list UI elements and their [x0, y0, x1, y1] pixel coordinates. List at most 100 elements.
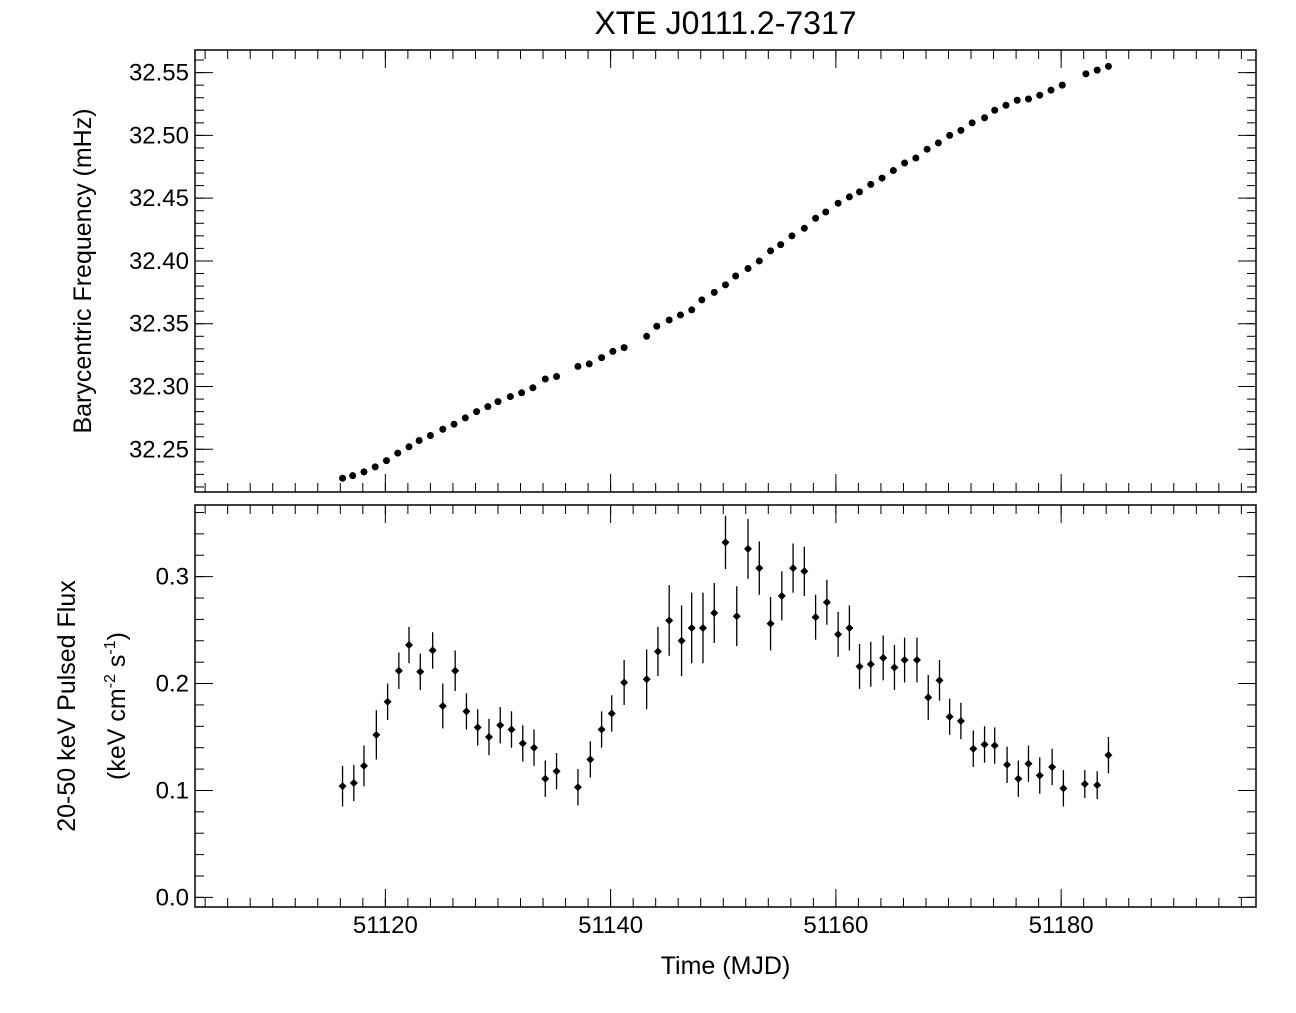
data-point	[665, 616, 674, 625]
data-point	[1003, 760, 1012, 769]
data-point	[506, 393, 514, 401]
data-point	[349, 778, 358, 787]
data-point	[620, 344, 628, 352]
data-point	[766, 619, 775, 628]
data-point	[653, 647, 662, 656]
data-point	[530, 743, 539, 752]
chart-title: XTE J0111.2-7317	[594, 5, 856, 41]
data-point	[981, 114, 989, 122]
data-point	[687, 623, 696, 632]
data-point	[518, 389, 526, 397]
data-point	[912, 154, 920, 162]
data-point	[822, 208, 830, 216]
data-point	[653, 322, 661, 330]
data-point	[665, 316, 673, 324]
data-point	[494, 398, 502, 406]
data-point	[461, 414, 469, 422]
plot-frame	[194, 49, 1257, 493]
data-point	[755, 257, 763, 265]
data-point	[415, 437, 423, 445]
data-point	[856, 188, 864, 196]
data-point	[371, 463, 379, 471]
data-point	[473, 408, 481, 416]
data-point	[721, 538, 730, 547]
data-point	[359, 761, 368, 770]
data-point	[383, 697, 392, 706]
data-point	[777, 241, 785, 249]
data-point	[405, 641, 414, 650]
data-point	[969, 744, 978, 753]
data-point	[935, 676, 944, 685]
data-point	[428, 646, 437, 655]
data-point	[1024, 95, 1032, 103]
data-point	[878, 174, 886, 182]
data-point	[777, 591, 786, 600]
data-point	[688, 306, 696, 314]
superscript: -1	[102, 640, 119, 654]
data-point	[980, 740, 989, 749]
y-axis-label: 20-50 keV Pulsed Flux	[53, 580, 81, 832]
data-point	[800, 567, 809, 576]
data-point	[901, 159, 909, 167]
data-point	[597, 725, 606, 734]
data-point	[991, 106, 999, 114]
data-point	[643, 332, 651, 340]
data-point	[698, 623, 707, 632]
data-point	[451, 666, 460, 675]
data-point	[923, 145, 931, 153]
data-point	[800, 224, 808, 232]
data-point	[507, 725, 516, 734]
data-point	[541, 375, 549, 383]
data-point	[789, 564, 798, 573]
data-point	[1059, 784, 1068, 793]
data-point	[1014, 774, 1023, 783]
data-point	[586, 755, 595, 764]
superscript: -2	[102, 674, 119, 688]
data-point	[574, 362, 582, 370]
data-point	[416, 667, 425, 676]
data-point	[484, 403, 492, 411]
data-point	[394, 666, 403, 675]
data-point	[755, 564, 764, 573]
data-point	[968, 119, 976, 127]
label-part: )	[103, 632, 131, 640]
data-point	[1013, 96, 1021, 104]
data-point	[900, 656, 909, 665]
data-point	[912, 656, 921, 665]
data-point	[957, 126, 965, 134]
data-point	[822, 598, 831, 607]
label-part: (keV cm	[103, 688, 131, 780]
data-point	[609, 347, 617, 355]
y-tick-label: 0.2	[156, 671, 189, 698]
data-point	[744, 544, 753, 553]
data-point	[1048, 762, 1057, 771]
data-point	[934, 139, 942, 147]
data-point	[1002, 101, 1010, 109]
data-point	[1093, 781, 1102, 790]
data-point	[889, 167, 897, 175]
y-axis-label: Barycentric Frequency (mHz)	[69, 108, 97, 433]
data-point	[732, 612, 741, 621]
data-point	[529, 384, 537, 392]
y-tick-label: 32.25	[129, 436, 189, 463]
data-point	[879, 653, 888, 662]
data-point	[338, 782, 347, 791]
data-point	[541, 774, 550, 783]
data-point	[1080, 780, 1089, 789]
data-point	[360, 468, 368, 476]
data-point	[1104, 751, 1113, 760]
y-tick-label: 32.35	[129, 311, 189, 338]
data-point	[405, 443, 413, 451]
x-tick-label: 51160	[803, 912, 868, 939]
data-point	[1036, 91, 1044, 99]
data-point	[573, 783, 582, 792]
x-tick-label: 51180	[1029, 912, 1094, 939]
x-tick-label: 51120	[353, 912, 418, 939]
label-part: s	[103, 655, 131, 674]
data-point	[642, 675, 651, 684]
data-point	[990, 741, 999, 750]
data-point	[426, 431, 434, 439]
data-point	[394, 449, 402, 457]
data-point	[553, 372, 561, 380]
